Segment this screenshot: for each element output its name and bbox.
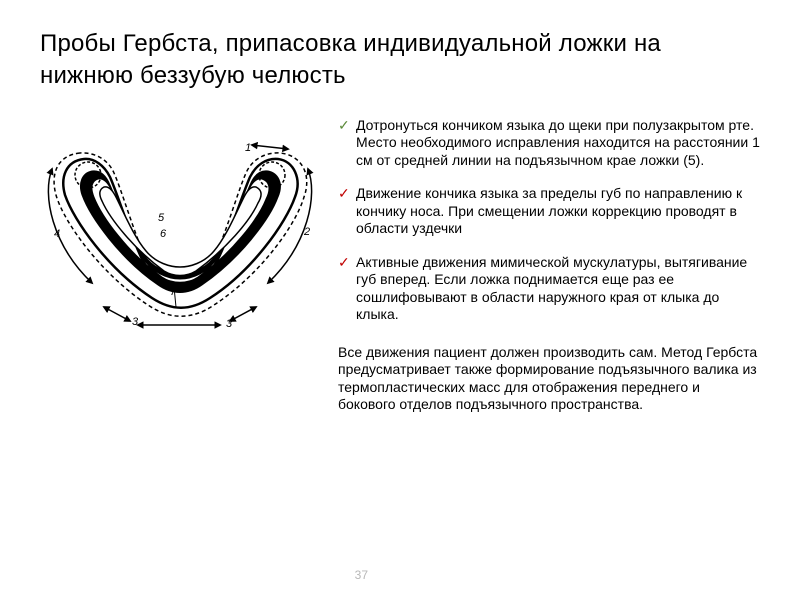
bullet-text: Дотронуться кончиком языка до щеки при п… [356,117,760,168]
label-3-left: 3 [132,316,139,328]
footnote-paragraph: Все движения пациент должен производить … [338,344,760,414]
page-title: Пробы Гербста, припасовка индивидуальной… [40,28,760,93]
content-row: 5 6 7 1 2 3 3 4 [40,117,760,414]
bullet-text: Движение кончика языка за пределы губ по… [356,185,742,236]
check-icon: ✓ [338,185,350,203]
bullet-item-1: ✓ Дотронуться кончиком языка до щеки при… [338,117,760,170]
bullet-text: Активные движения мимической мускулатуры… [356,254,747,323]
label-7: 7 [170,286,177,298]
label-1: 1 [245,142,251,154]
page-number: 37 [355,568,368,582]
check-icon: ✓ [338,117,350,135]
bullet-list: ✓ Дотронуться кончиком языка до щеки при… [338,117,760,324]
label-6: 6 [160,228,167,240]
arrow-1 [252,145,288,149]
text-column: ✓ Дотронуться кончиком языка до щеки при… [338,117,760,414]
check-icon: ✓ [338,254,350,272]
label-5: 5 [158,212,165,224]
arrow-3b [104,307,130,321]
diagram-column: 5 6 7 1 2 3 3 4 [40,117,320,414]
arrow-3c [230,307,256,321]
mandible-diagram: 5 6 7 1 2 3 3 4 [40,125,320,335]
slide: Пробы Гербста, припасовка индивидуальной… [0,0,800,600]
bullet-item-2: ✓ Движение кончика языка за пределы губ … [338,185,760,238]
bullet-item-3: ✓ Активные движения мимической мускулату… [338,254,760,324]
